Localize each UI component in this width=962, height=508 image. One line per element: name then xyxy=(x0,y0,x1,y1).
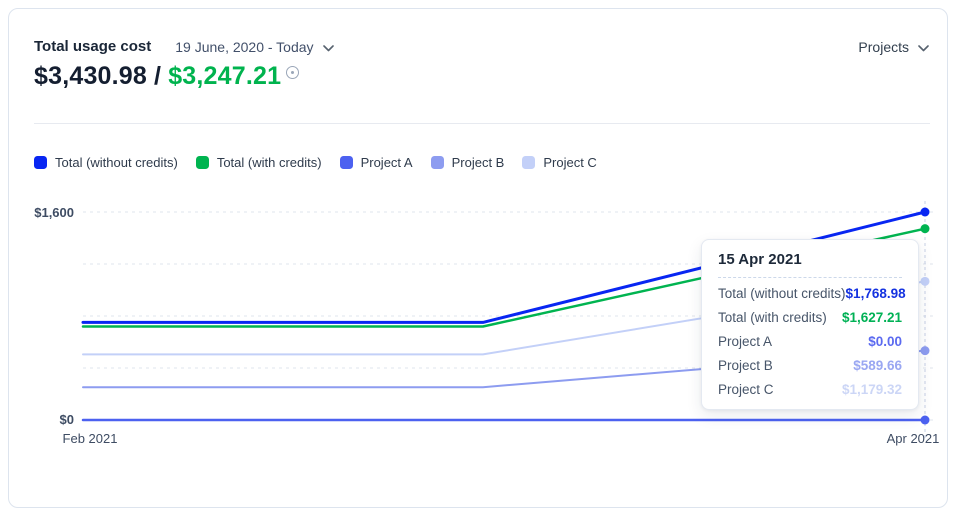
x-axis-label-feb: Feb 2021 xyxy=(62,431,118,446)
endpoint-dot-total-without-credits[interactable] xyxy=(920,207,930,217)
endpoint-dot-project-c[interactable] xyxy=(920,276,930,286)
tooltip-row-project-b: Project B $589.66 xyxy=(718,353,902,377)
tooltip-date: 15 Apr 2021 xyxy=(718,251,802,268)
summary-separator: / xyxy=(154,62,162,90)
legend-swatch xyxy=(195,156,209,169)
legend-label: Total (with credits) xyxy=(216,155,322,170)
legend-swatch xyxy=(34,156,47,169)
header-divider xyxy=(34,123,930,124)
date-range-label: 19 June, 2020 - Today xyxy=(175,38,314,55)
tooltip-row-label: Project A xyxy=(718,333,773,349)
legend-item-total-with-credits[interactable]: Total (with credits) xyxy=(195,155,322,170)
tooltip-row-label: Total (with credits) xyxy=(718,309,827,325)
legend-swatch xyxy=(430,156,444,169)
chevron-down-icon xyxy=(918,39,929,55)
chart-legend: Total (without credits) Total (with credi… xyxy=(34,155,597,170)
tooltip-row-value: $1,768.98 xyxy=(845,285,906,301)
y-axis-label-top: $1,600 xyxy=(34,205,74,220)
chevron-down-icon xyxy=(322,39,334,55)
summary-totals: $3,430.98 / $3,247.21 xyxy=(34,62,300,91)
tooltip-row-value: $0.00 xyxy=(868,333,902,349)
info-icon[interactable] xyxy=(286,66,300,79)
usage-cost-card: Total usage cost 19 June, 2020 - Today P… xyxy=(8,8,948,508)
tooltip-row-label: Project B xyxy=(718,357,773,373)
legend-label: Total (without credits) xyxy=(55,155,178,170)
legend-label: Project C xyxy=(543,155,597,170)
tooltip-row-label: Project C xyxy=(718,381,774,397)
date-range-selector[interactable]: 19 June, 2020 - Today xyxy=(175,38,334,55)
tooltip-row-project-c: Project C $1,179.32 xyxy=(718,377,902,401)
legend-swatch xyxy=(339,156,353,169)
tooltip-rows: Total (without credits) $1,768.98 Total (w… xyxy=(718,281,906,401)
tooltip-row-project-a: Project A $0.00 xyxy=(718,329,902,353)
legend-item-project-a[interactable]: Project A xyxy=(339,155,413,170)
tooltip-row-label: Total (without credits) xyxy=(718,285,846,301)
legend-label: Project A xyxy=(360,155,413,170)
projects-dropdown-label: Projects xyxy=(858,38,909,55)
endpoint-dot-project-b[interactable] xyxy=(920,346,930,356)
y-axis-label-bottom: $0 xyxy=(59,412,74,427)
card-title: Total usage cost xyxy=(34,38,152,55)
tooltip-row-value: $1,179.32 xyxy=(841,381,902,397)
legend-item-project-c[interactable]: Project C xyxy=(522,155,597,170)
x-axis-label-apr: Apr 2021 xyxy=(886,431,940,446)
total-without-credits-value: $3,430.98 xyxy=(34,62,148,90)
legend-swatch xyxy=(522,156,536,169)
legend-item-total-without-credits[interactable]: Total (without credits) xyxy=(34,155,178,170)
projects-dropdown[interactable]: Projects xyxy=(858,39,929,55)
tooltip-row-total-without-credits: Total (without credits) $1,768.98 xyxy=(718,281,906,305)
legend-label: Project B xyxy=(451,155,505,170)
tooltip-row-value: $1,627.21 xyxy=(841,309,902,325)
tooltip-row-total-with-credits: Total (with credits) $1,627.21 xyxy=(718,305,902,329)
chart-tooltip: 15 Apr 2021 Total (without credits) $1,76… xyxy=(701,239,919,410)
tooltip-divider xyxy=(718,277,902,278)
legend-item-project-b[interactable]: Project B xyxy=(430,155,505,170)
card-header: Total usage cost 19 June, 2020 - Today P… xyxy=(34,38,929,55)
tooltip-row-value: $589.66 xyxy=(853,357,902,373)
endpoint-dot-project-a[interactable] xyxy=(920,415,930,425)
endpoint-dot-total-with-credits[interactable] xyxy=(920,224,930,234)
total-with-credits-value: $3,247.21 xyxy=(168,62,282,90)
